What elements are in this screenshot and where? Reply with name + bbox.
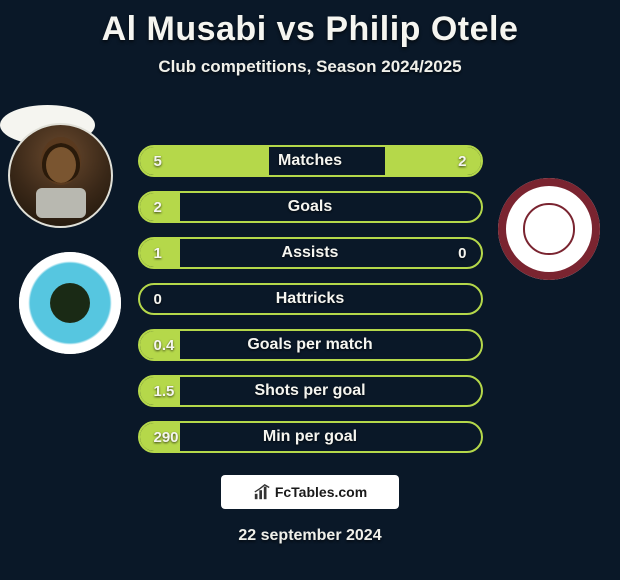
branding-badge[interactable]: FcTables.com (221, 475, 399, 509)
comparison-card: Al Musabi vs Philip Otele Club competiti… (0, 0, 620, 580)
stat-label: Matches (140, 152, 481, 170)
brand-text: FcTables.com (275, 484, 367, 500)
stats-list: 5Matches22Goals1Assists00Hattricks0.4Goa… (138, 145, 483, 453)
club-badge-icon (19, 252, 121, 354)
stat-value-right: 0 (458, 245, 466, 262)
stat-label: Goals per match (140, 336, 481, 354)
date-label: 22 september 2024 (0, 527, 620, 545)
stat-label: Hattricks (140, 290, 481, 308)
stat-row: 1.5Shots per goal (138, 375, 483, 407)
stat-row: 1Assists0 (138, 237, 483, 269)
stat-row: 290Min per goal (138, 421, 483, 453)
stat-label: Shots per goal (140, 382, 481, 400)
club-badge-icon (498, 178, 600, 280)
stat-value-right: 2 (458, 153, 466, 170)
club-right-badge (498, 178, 600, 280)
stat-label: Min per goal (140, 428, 481, 446)
stat-row: 2Goals (138, 191, 483, 223)
page-title: Al Musabi vs Philip Otele (0, 10, 620, 49)
subtitle: Club competitions, Season 2024/2025 (0, 57, 620, 77)
player-left-avatar (8, 123, 113, 228)
stat-row: 5Matches2 (138, 145, 483, 177)
stat-row: 0.4Goals per match (138, 329, 483, 361)
stat-label: Goals (140, 198, 481, 216)
stat-row: 0Hattricks (138, 283, 483, 315)
chart-icon (253, 483, 271, 501)
stat-label: Assists (140, 244, 481, 262)
avatar-photo-icon (10, 125, 111, 226)
club-left-badge (19, 252, 121, 354)
